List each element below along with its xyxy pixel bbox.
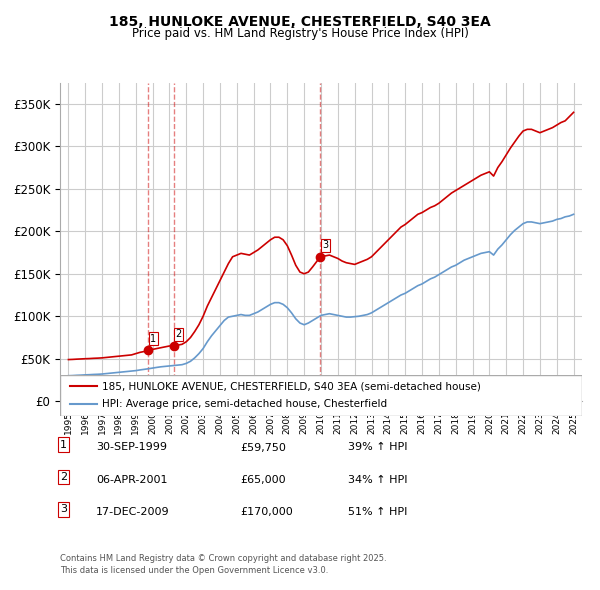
Text: 185, HUNLOKE AVENUE, CHESTERFIELD, S40 3EA: 185, HUNLOKE AVENUE, CHESTERFIELD, S40 3… [109, 15, 491, 29]
Text: 3: 3 [322, 240, 328, 250]
Text: 51% ↑ HPI: 51% ↑ HPI [348, 507, 407, 517]
Text: Price paid vs. HM Land Registry's House Price Index (HPI): Price paid vs. HM Land Registry's House … [131, 27, 469, 40]
Text: 06-APR-2001: 06-APR-2001 [96, 475, 167, 485]
Text: 3: 3 [60, 504, 67, 514]
Text: 39% ↑ HPI: 39% ↑ HPI [348, 442, 407, 453]
Text: £170,000: £170,000 [240, 507, 293, 517]
Text: 1: 1 [150, 334, 156, 344]
FancyBboxPatch shape [60, 375, 582, 416]
Text: £59,750: £59,750 [240, 442, 286, 453]
Text: 2: 2 [60, 472, 67, 482]
Text: 17-DEC-2009: 17-DEC-2009 [96, 507, 170, 517]
Text: HPI: Average price, semi-detached house, Chesterfield: HPI: Average price, semi-detached house,… [102, 399, 387, 409]
Text: Contains HM Land Registry data © Crown copyright and database right 2025.
This d: Contains HM Land Registry data © Crown c… [60, 554, 386, 575]
Text: 1: 1 [60, 440, 67, 450]
Text: 30-SEP-1999: 30-SEP-1999 [96, 442, 167, 453]
Text: £65,000: £65,000 [240, 475, 286, 485]
Text: 185, HUNLOKE AVENUE, CHESTERFIELD, S40 3EA (semi-detached house): 185, HUNLOKE AVENUE, CHESTERFIELD, S40 3… [102, 381, 481, 391]
Text: 34% ↑ HPI: 34% ↑ HPI [348, 475, 407, 485]
Text: 2: 2 [176, 329, 182, 339]
